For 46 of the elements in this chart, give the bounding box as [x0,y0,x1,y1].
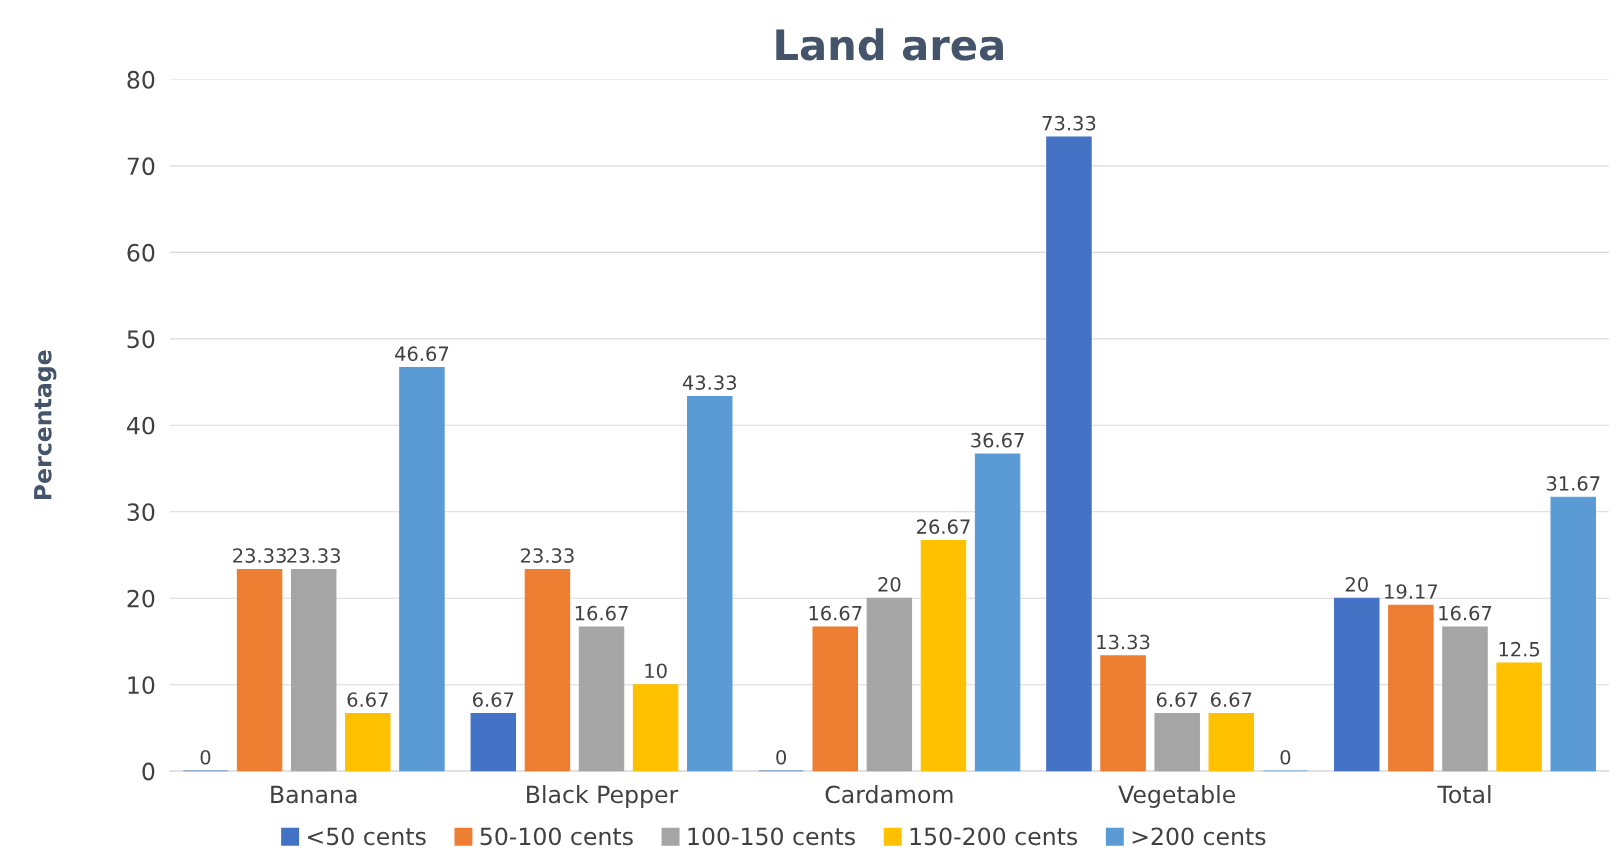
data-label: 46.67 [395,346,449,362]
data-label: 6.67 [347,692,388,707]
y-tick-label: 20 [127,589,155,608]
data-label: 36.67 [971,432,1024,448]
y-tick-label: 40 [127,416,155,435]
y-tick-label: 50 [127,330,155,349]
data-label: 43.33 [682,375,737,390]
data-label: 16.67 [575,605,628,621]
legend-label: 100-150 cents [688,827,855,846]
legend-label: <50 cents [307,827,426,846]
data-label: 23.33 [287,548,340,563]
data-label: 0 [200,749,211,765]
legend-label: 150-200 cents [910,827,1078,846]
legend-label: 50-100 cents [480,827,633,846]
data-label: 6.67 [1211,692,1252,707]
data-label: 19.17 [1385,584,1438,599]
data-label: 23.33 [521,548,574,563]
data-label: 6.67 [473,692,514,707]
legend-label: >200 cents [1132,827,1266,846]
data-label: 6.67 [1156,692,1198,707]
y-axis-title: Percentage [34,350,57,500]
y-tick-label: 80 [127,70,155,89]
x-tick-label: Vegetable [1118,785,1235,808]
data-label: 20 [1345,576,1368,592]
data-label: 12.5 [1499,641,1540,657]
data-label: 73.33 [1042,115,1096,131]
data-label: 20 [878,576,901,592]
y-tick-label: 70 [127,157,155,176]
data-label: 31.67 [1546,476,1600,491]
y-tick-label: 30 [127,503,155,522]
data-label: 16.67 [809,605,862,621]
data-label: 0 [1280,749,1291,765]
x-tick-label: Black Pepper [527,785,679,808]
x-tick-label: Cardamom [825,785,953,804]
x-tick-label: Total [1437,785,1491,804]
y-tick-label: 0 [142,762,155,781]
data-label: 16.67 [1439,605,1492,621]
data-label: 26.67 [917,519,970,535]
x-tick-label: Banana [271,785,357,804]
y-tick-label: 60 [127,243,155,262]
chart-title: Land area [776,28,1003,61]
y-tick-label: 10 [128,676,155,694]
data-label: 23.33 [233,548,286,563]
data-label: 0 [776,749,787,765]
data-label: 10 [645,663,667,679]
data-label: 13.33 [1097,634,1150,650]
